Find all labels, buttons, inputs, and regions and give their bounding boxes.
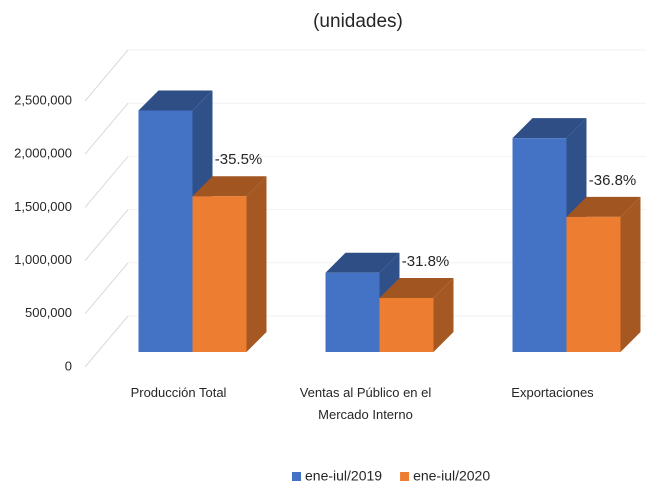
- bar-front: [379, 297, 434, 352]
- legend-swatch: [292, 472, 301, 481]
- y-tick-label: 2,500,000: [14, 92, 72, 107]
- legend-label: ene-iul/2020: [413, 468, 490, 484]
- bar: [379, 277, 454, 352]
- grid-line: [84, 315, 129, 368]
- bar-top: [512, 118, 587, 139]
- grid-line: [84, 49, 129, 102]
- grid-line: [84, 156, 129, 208]
- x-tick-label: Ventas al Público en el Mercado Interno: [299, 385, 432, 422]
- grid-line: [84, 102, 129, 155]
- y-tick-label: 1,500,000: [14, 199, 72, 214]
- legend-swatch: [400, 472, 410, 481]
- y-tick-label: 1,000,000: [14, 252, 72, 267]
- y-tick-label: 0: [65, 358, 72, 373]
- bar-front: [566, 216, 621, 352]
- grid-line: [84, 209, 129, 261]
- grid-line: [84, 262, 129, 315]
- bar-side: [246, 176, 267, 352]
- change-label: -31.8%: [402, 253, 450, 270]
- x-tick-label: Producción Total: [130, 385, 227, 400]
- bar-side: [433, 277, 454, 352]
- legend-label: ene-iul/2019: [305, 468, 382, 484]
- bar-side: [620, 196, 641, 352]
- change-label: -35.5%: [215, 151, 263, 168]
- bar: [566, 196, 641, 352]
- bar: [138, 90, 213, 353]
- y-tick-label: 500,000: [25, 305, 72, 320]
- bar-front: [325, 272, 380, 352]
- bar-top: [566, 196, 641, 217]
- x-tick-label: Exportaciones: [511, 385, 594, 400]
- bar-top: [192, 176, 267, 197]
- y-tick-label: 2,000,000: [14, 146, 72, 161]
- bar-front: [512, 138, 567, 352]
- bar-front: [138, 110, 193, 352]
- bar-top: [379, 277, 454, 298]
- bar: [192, 176, 267, 352]
- bar-front: [192, 196, 247, 352]
- change-label: -36.8%: [589, 172, 637, 189]
- bar-top: [138, 90, 213, 111]
- bar-top: [325, 252, 400, 273]
- chart-title: (unidades): [313, 11, 403, 32]
